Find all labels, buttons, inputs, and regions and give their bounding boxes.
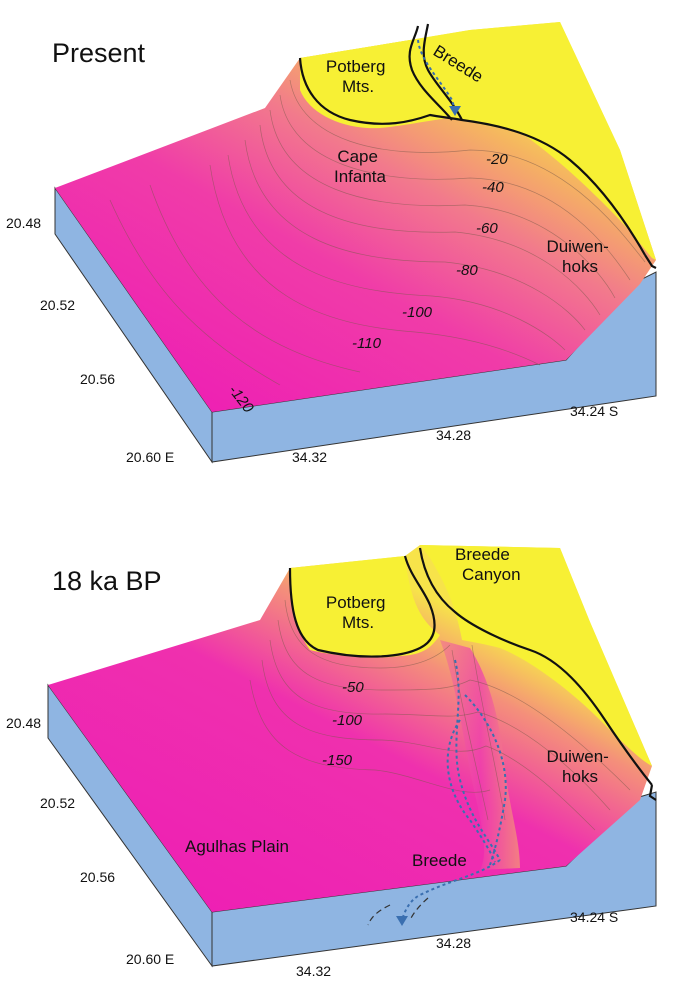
longitude-ticks: 20.48 20.52 20.56 20.60 E xyxy=(6,215,174,465)
lon-tick: 20.48 xyxy=(6,715,41,731)
lon-tick: 20.48 xyxy=(6,215,41,231)
contour-lines xyxy=(109,79,646,386)
duiwenhoks-line-2: hoks xyxy=(562,767,598,786)
agulhas-plain-label: Agulhas Plain xyxy=(185,837,289,856)
paleo-channel-lines xyxy=(367,897,429,926)
cape-infanta-label: Cape Infanta xyxy=(334,147,387,186)
river-arrow xyxy=(449,106,461,116)
potberg-line-1: Potberg xyxy=(326,57,386,76)
contour-depth-labels: -50 -100 -150 xyxy=(322,679,364,769)
breede-label: Breede xyxy=(412,851,467,870)
lon-tick: 20.56 xyxy=(80,869,115,885)
duiwenhoks-mouth xyxy=(648,784,657,801)
latitude-ticks: 34.32 34.28 34.24 S xyxy=(296,909,618,979)
river-arrow xyxy=(396,916,408,926)
lgm-title: 18 ka BP xyxy=(52,566,162,596)
canyon-rim xyxy=(418,547,653,786)
depth-label: -100 xyxy=(402,304,433,321)
lat-tick: 34.28 xyxy=(436,427,471,443)
land-area xyxy=(420,545,652,766)
lon-tick: 20.56 xyxy=(80,371,115,387)
lat-tick: 34.32 xyxy=(296,963,331,979)
potberg-line-1: Potberg xyxy=(326,593,386,612)
lat-tick: 34.24 S xyxy=(570,403,618,419)
lat-tick: 34.32 xyxy=(292,449,327,465)
breede-river-path xyxy=(417,39,456,111)
depth-label: -100 xyxy=(332,712,363,729)
potberg-label: Potberg Mts. xyxy=(326,593,390,632)
lat-tick: 34.24 S xyxy=(570,909,618,925)
depth-label: -110 xyxy=(352,335,382,352)
depth-label: -60 xyxy=(476,220,498,237)
duiwenhoks-label: Duiwen- hoks xyxy=(546,237,613,276)
potberg-mountains xyxy=(300,40,425,119)
duiwenhoks-line-1: Duiwen- xyxy=(546,237,608,256)
potberg-line-2: Mts. xyxy=(342,613,374,632)
breede-canyon-label: Breede Canyon xyxy=(455,545,521,584)
contour-lines xyxy=(249,599,631,831)
cape-line-2: Infanta xyxy=(334,167,387,186)
lon-tick: 20.60 E xyxy=(126,449,174,465)
lon-tick: 20.52 xyxy=(40,297,75,313)
coastline xyxy=(298,57,646,256)
breede-canyon xyxy=(440,640,520,870)
depth-label: -40 xyxy=(482,179,504,196)
breede-river-paths xyxy=(401,659,507,921)
canyon-line-1: Breede xyxy=(455,545,510,564)
latitude-ticks: 34.32 34.28 34.24 S xyxy=(292,403,618,465)
duiwenhoks-mouth xyxy=(644,254,657,269)
contour-depth-labels: -20 -40 -60 -80 -100 -110 -120 xyxy=(225,151,508,417)
duiwenhoks-line-1: Duiwen- xyxy=(546,747,608,766)
potberg-mountains xyxy=(290,556,440,658)
breede-channel-right xyxy=(422,23,463,121)
lgm-panel: 18 ka BP Potberg Mts. Breede Canyon Duiw… xyxy=(6,545,657,979)
depth-label: -80 xyxy=(456,262,478,279)
depth-label: -150 xyxy=(322,752,353,769)
lat-tick: 34.28 xyxy=(436,935,471,951)
breede-channel-left xyxy=(408,25,453,121)
duiwenhoks-line-2: hoks xyxy=(562,257,598,276)
potberg-label: Potberg Mts. xyxy=(326,57,390,96)
mountain-outline xyxy=(288,555,436,658)
depth-label: -20 xyxy=(486,151,508,168)
present-panel: Present Potberg Mts. Breede Cape Infanta… xyxy=(6,22,657,465)
canyon-line-2: Canyon xyxy=(462,565,521,584)
duiwenhoks-label: Duiwen- hoks xyxy=(546,747,613,786)
potberg-line-2: Mts. xyxy=(342,77,374,96)
depth-label: -50 xyxy=(342,679,364,696)
longitude-ticks: 20.48 20.52 20.56 20.60 E xyxy=(6,715,174,967)
cape-line-1: Cape xyxy=(337,147,378,166)
present-title: Present xyxy=(52,38,146,68)
lon-tick: 20.52 xyxy=(40,795,75,811)
lon-tick: 20.60 E xyxy=(126,951,174,967)
